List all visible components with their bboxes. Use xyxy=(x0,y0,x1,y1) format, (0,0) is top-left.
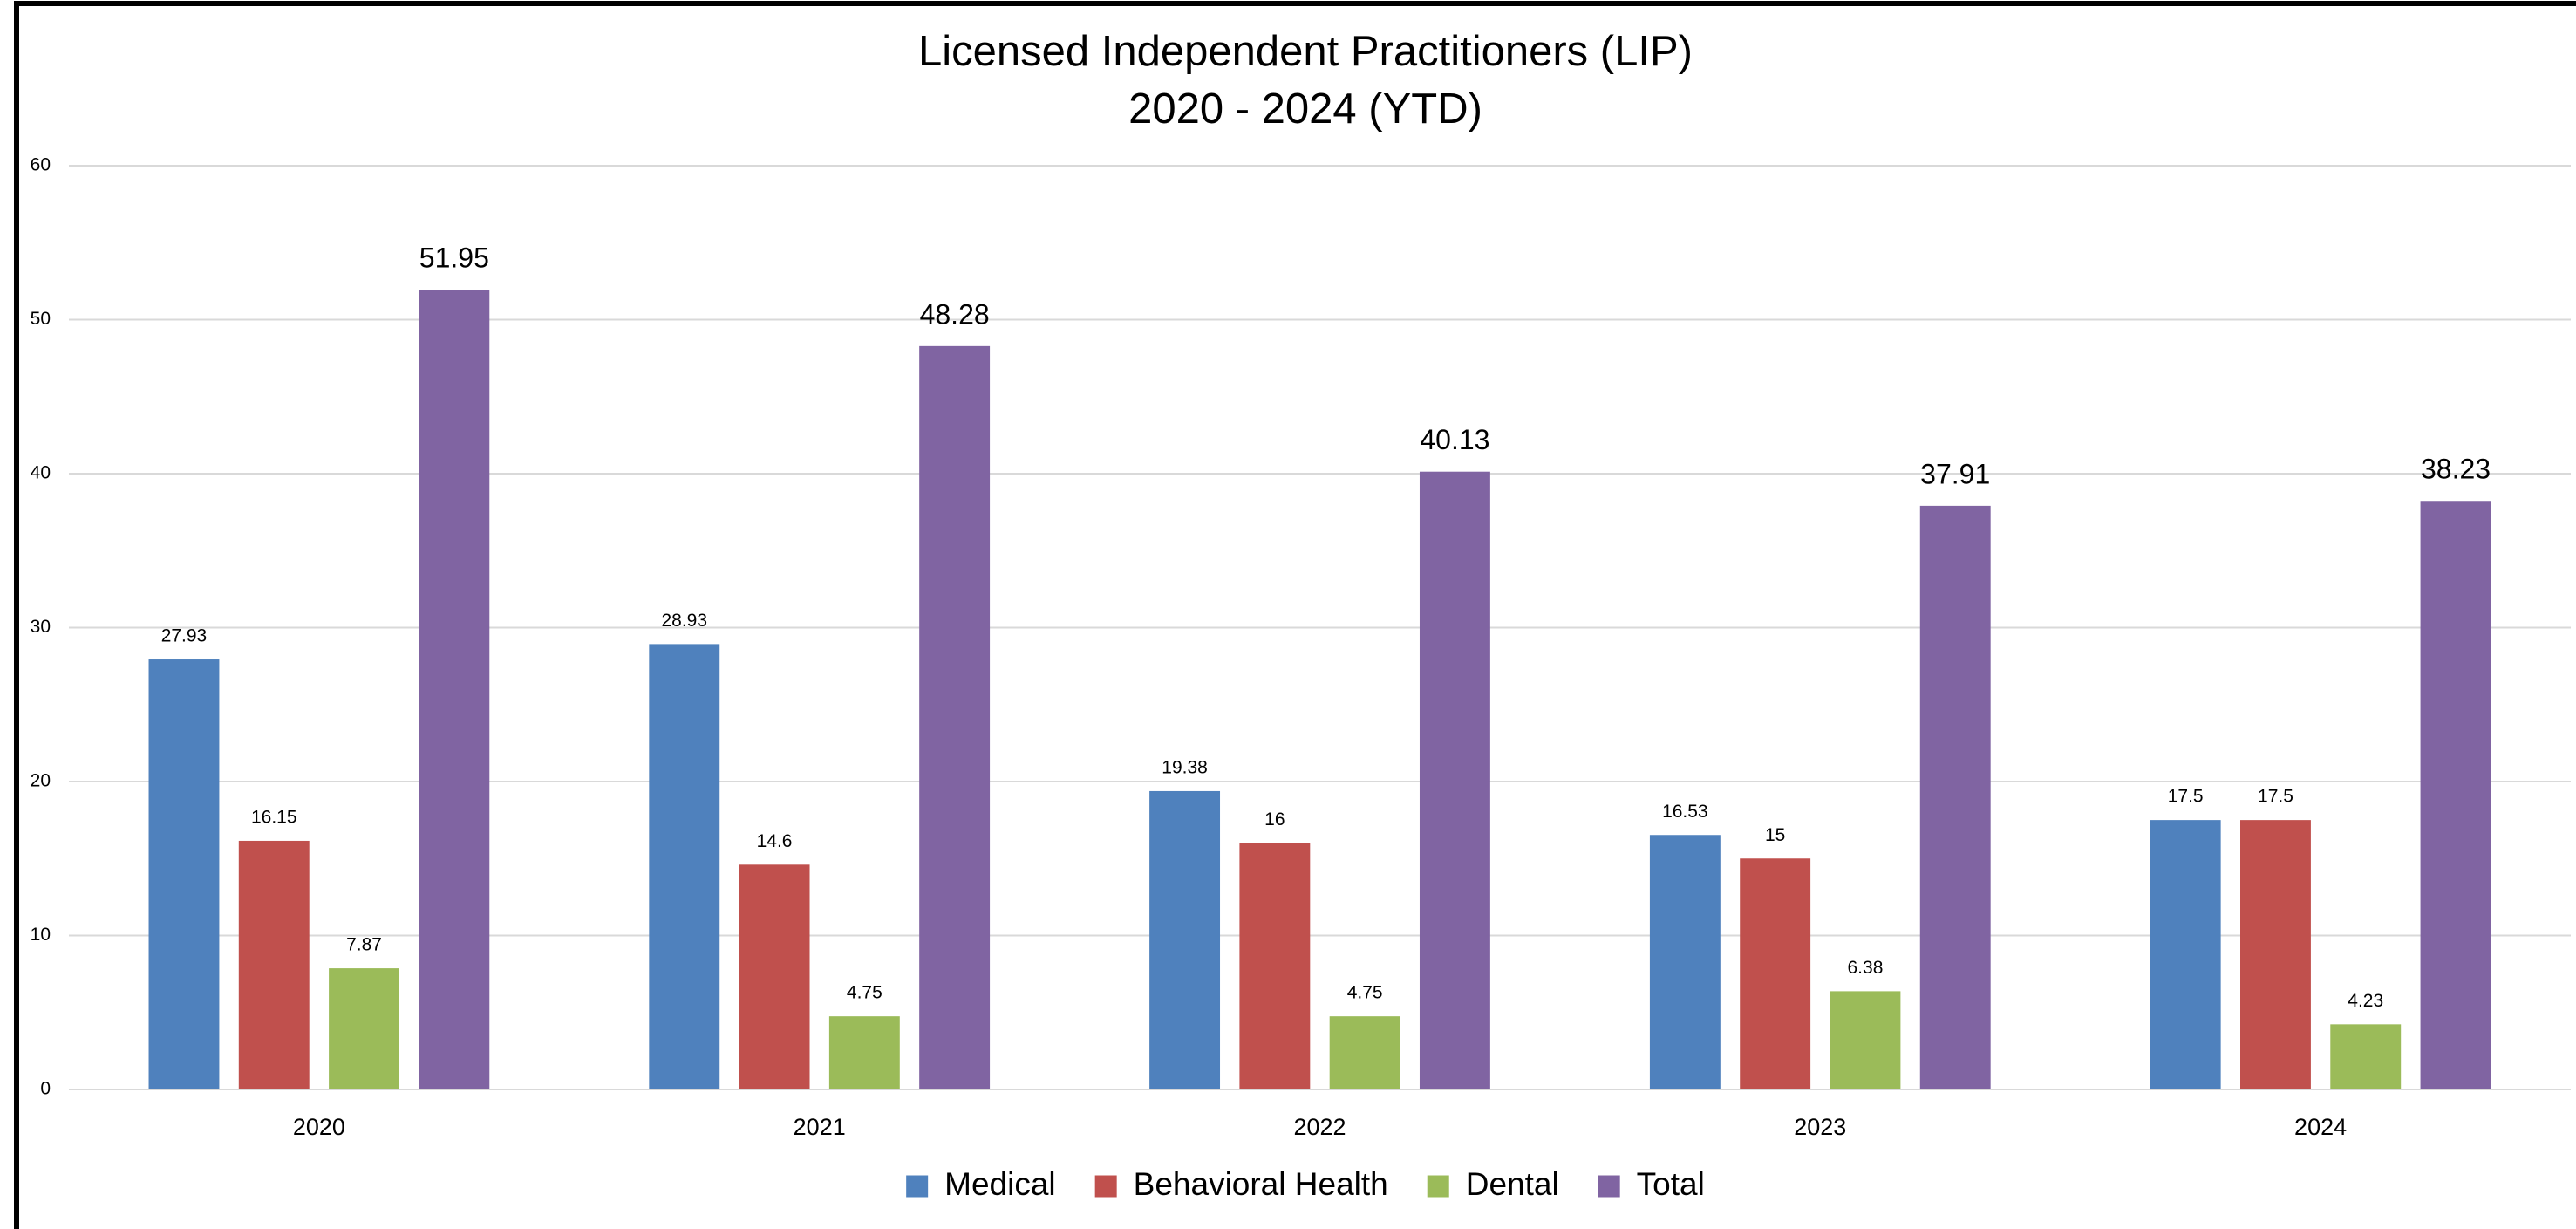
bar xyxy=(919,345,991,1089)
legend-swatch xyxy=(1427,1175,1449,1198)
bar xyxy=(2150,820,2221,1089)
bar xyxy=(1239,843,1311,1089)
y-tick-label: 20 xyxy=(31,771,51,791)
data-label: 27.93 xyxy=(161,626,208,646)
bar xyxy=(828,1016,900,1089)
data-label: 16 xyxy=(1264,809,1285,830)
bar xyxy=(1740,858,1811,1089)
y-tick-label: 0 xyxy=(40,1079,51,1099)
frame xyxy=(14,1,2576,1229)
data-label: 38.23 xyxy=(2421,454,2491,485)
data-label: 6.38 xyxy=(1848,958,1884,978)
bar xyxy=(2420,501,2491,1089)
data-label: 48.28 xyxy=(920,298,990,330)
bar xyxy=(649,644,720,1089)
data-label: 4.23 xyxy=(2348,991,2383,1011)
x-tick-label: 2024 xyxy=(2294,1114,2347,1140)
bar xyxy=(2240,820,2311,1089)
legend-swatch xyxy=(906,1175,929,1198)
y-tick-label: 50 xyxy=(31,309,51,329)
bar xyxy=(1919,505,1991,1089)
data-label: 37.91 xyxy=(1920,458,1990,489)
bar xyxy=(739,864,810,1089)
data-label: 40.13 xyxy=(1420,424,1489,455)
y-tick-label: 30 xyxy=(31,617,51,637)
bar xyxy=(329,968,399,1089)
legend-label: Medical xyxy=(944,1166,1056,1202)
bar xyxy=(148,659,220,1089)
data-label: 14.6 xyxy=(757,831,793,851)
chart-title: Licensed Independent Practitioners (LIP) xyxy=(918,28,1693,75)
bar xyxy=(1649,835,1721,1089)
bar xyxy=(1149,790,1221,1089)
bar xyxy=(2330,1024,2402,1089)
legend-label: Dental xyxy=(1466,1166,1559,1202)
legend-swatch xyxy=(1598,1175,1620,1198)
chart-subtitle: 2020 - 2024 (YTD) xyxy=(1128,85,1482,133)
data-label: 28.93 xyxy=(661,611,707,631)
data-label: 19.38 xyxy=(1162,757,1208,777)
y-tick-label: 60 xyxy=(31,155,51,175)
bar xyxy=(1830,991,1901,1089)
y-tick-label: 40 xyxy=(31,463,51,483)
bar xyxy=(1419,471,1490,1089)
bar xyxy=(1329,1016,1400,1089)
bar xyxy=(419,290,490,1089)
data-label: 7.87 xyxy=(346,935,382,955)
data-label: 17.5 xyxy=(2258,787,2293,807)
data-label: 51.95 xyxy=(419,242,489,274)
data-label: 4.75 xyxy=(1347,983,1383,1003)
legend-swatch xyxy=(1094,1175,1117,1198)
data-label: 16.15 xyxy=(251,807,297,827)
data-label: 4.75 xyxy=(847,983,883,1003)
legend-label: Total xyxy=(1637,1166,1705,1202)
x-tick-label: 2023 xyxy=(1794,1114,1846,1140)
data-label: 15 xyxy=(1765,825,1785,845)
x-tick-label: 2020 xyxy=(293,1114,345,1140)
y-tick-label: 10 xyxy=(31,925,51,945)
x-tick-label: 2021 xyxy=(794,1114,846,1140)
data-label: 16.53 xyxy=(1662,802,1708,822)
legend-label: Behavioral Health xyxy=(1134,1166,1388,1202)
x-tick-label: 2022 xyxy=(1293,1114,1346,1140)
data-label: 17.5 xyxy=(2168,787,2204,807)
bar xyxy=(238,840,310,1089)
